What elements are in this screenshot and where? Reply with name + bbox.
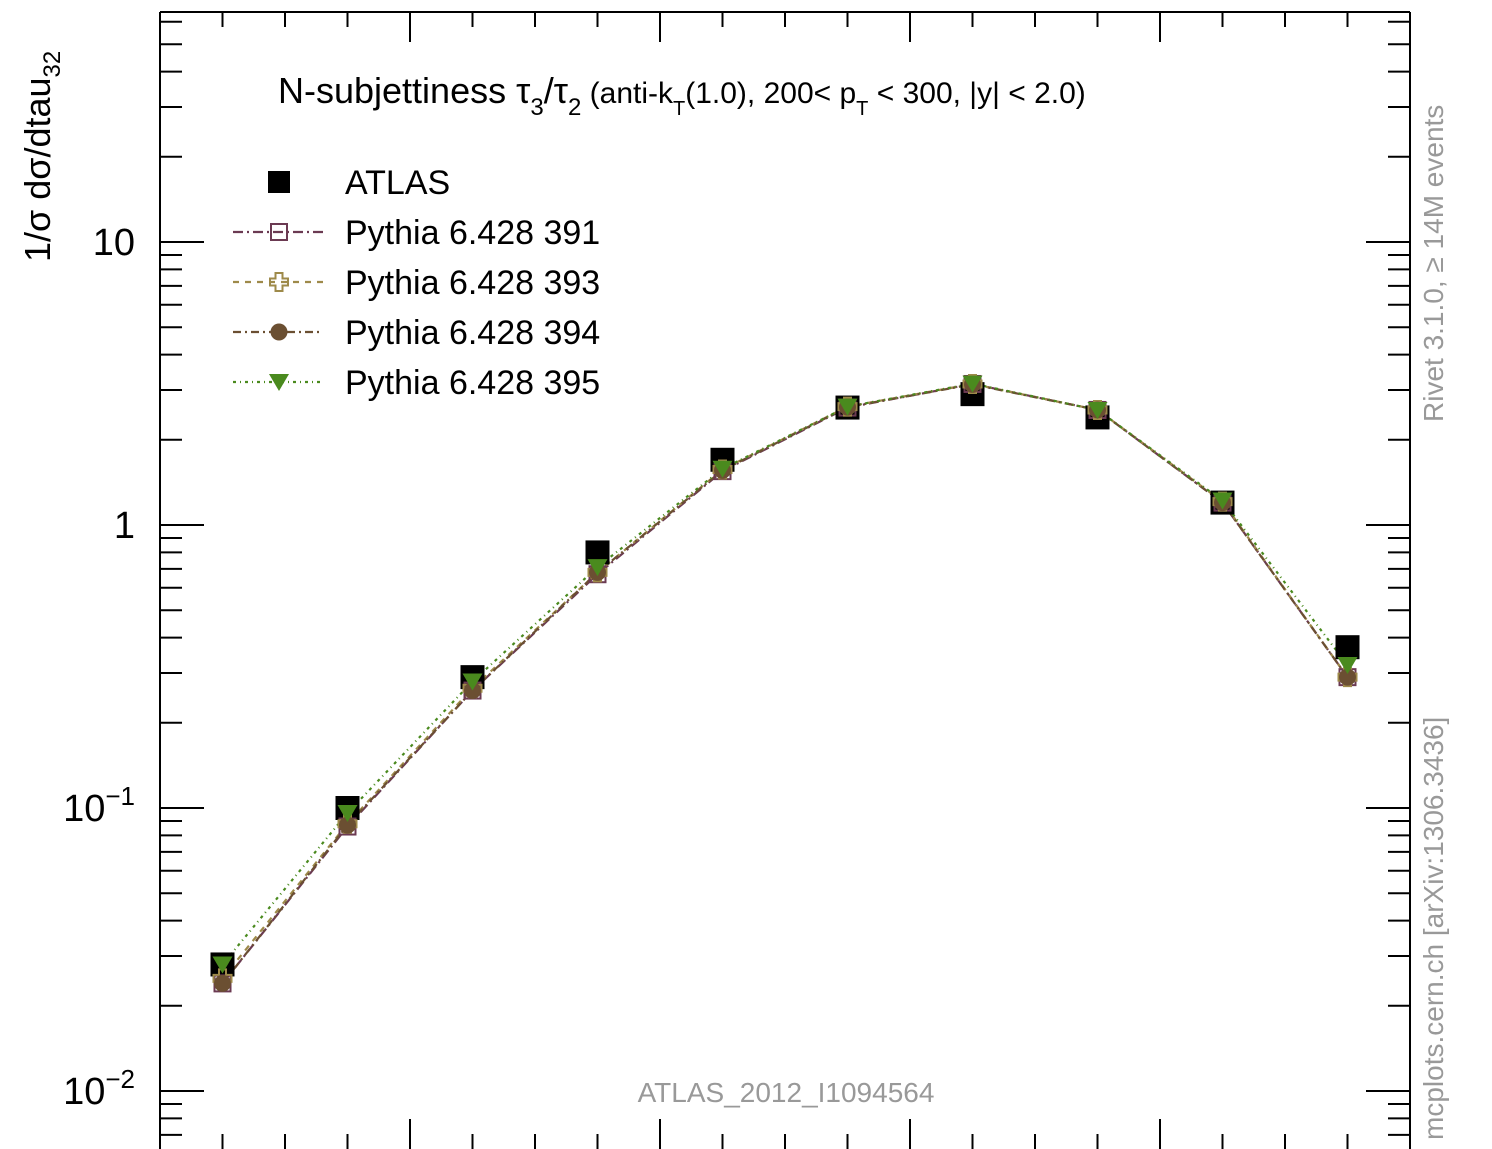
title-sub2: 2	[568, 94, 581, 121]
legend-marker	[269, 272, 289, 292]
series-line-1	[221, 382, 1349, 985]
y-axis-label: 1/σ dσ/dtau32	[17, 51, 66, 262]
data-point-series-4	[462, 673, 483, 691]
data-point-series-4	[212, 956, 233, 974]
title-subT2: T	[856, 98, 868, 120]
title-mid2: (1.0), 200< p	[685, 77, 856, 110]
title-tau2: τ	[554, 70, 568, 111]
legend-entry: Pythia 6.428 391	[233, 214, 600, 252]
title-prefix: N-subjettiness	[278, 70, 516, 111]
legend-label: Pythia 6.428 391	[345, 214, 600, 252]
legend-marker	[270, 223, 288, 241]
data-point-series-3	[214, 974, 231, 992]
legend-entry: Pythia 6.428 393	[233, 264, 600, 302]
y-tick-label: 1	[114, 505, 135, 547]
legend-marker	[268, 171, 290, 193]
title-slash: /	[544, 70, 554, 111]
series-lines	[221, 382, 1349, 985]
chart-title: N-subjettiness τ3/τ2 (anti-kT(1.0), 200<…	[278, 70, 1086, 121]
data-point-series-3	[339, 816, 356, 834]
title-subT1: T	[673, 98, 685, 120]
y-axis-label-main: 1/σ dσ/dtau	[17, 77, 58, 262]
rivet-version-label: Rivet 3.1.0, ≥ 14M events	[1418, 105, 1449, 422]
legend-marker	[269, 374, 289, 391]
legend-label: Pythia 6.428 395	[345, 364, 600, 402]
data-point-series-3	[464, 682, 481, 700]
y-tick-label: 10	[93, 222, 135, 264]
data-point-series-4	[587, 559, 608, 577]
title-sub3: 3	[530, 94, 543, 121]
data-point-series-3	[1339, 668, 1356, 686]
y-tick-labels: 10 1 10−1 10−2	[63, 222, 135, 1113]
mcplots-credit-label: mcplots.cern.ch [arXiv:1306.3436]	[1418, 717, 1449, 1140]
title-mid3: < 300, |y| < 2.0)	[868, 77, 1085, 110]
series-line-3	[221, 383, 1349, 985]
analysis-id-annotation: ATLAS_2012_I1094564	[638, 1077, 935, 1108]
data-point-series-4	[1337, 657, 1358, 675]
axis-ticks	[159, 12, 1411, 1149]
legend-label: Pythia 6.428 393	[345, 264, 600, 302]
data-point-series-4	[712, 460, 733, 478]
data-point-series-4	[1087, 401, 1108, 419]
data-point-series-4	[962, 375, 983, 393]
legend-entry: ATLAS	[268, 164, 450, 202]
legend-label: ATLAS	[345, 164, 450, 202]
legend-entry: Pythia 6.428 395	[233, 364, 600, 402]
y-tick-label: 10−1	[63, 781, 135, 830]
series-line-4	[221, 382, 1349, 966]
data-point-series-4	[1212, 492, 1233, 510]
legend: ATLAS Pythia 6.428 391 Pythia 6.428 393 Pyt…	[233, 164, 600, 402]
title-mid1: (anti-k	[581, 77, 674, 110]
legend-label: Pythia 6.428 394	[345, 314, 600, 352]
series-line-2	[221, 382, 1349, 980]
data-point-series-4	[837, 398, 858, 416]
legend-marker	[270, 323, 288, 341]
title-tau3: τ	[516, 70, 530, 111]
data-points	[210, 373, 1360, 993]
y-axis-label-sub: 32	[39, 51, 66, 78]
data-point-series-4	[337, 805, 358, 823]
legend-entry: Pythia 6.428 394	[233, 314, 600, 352]
y-tick-label: 10−2	[63, 1064, 135, 1113]
data-point-series-0	[1335, 635, 1360, 660]
